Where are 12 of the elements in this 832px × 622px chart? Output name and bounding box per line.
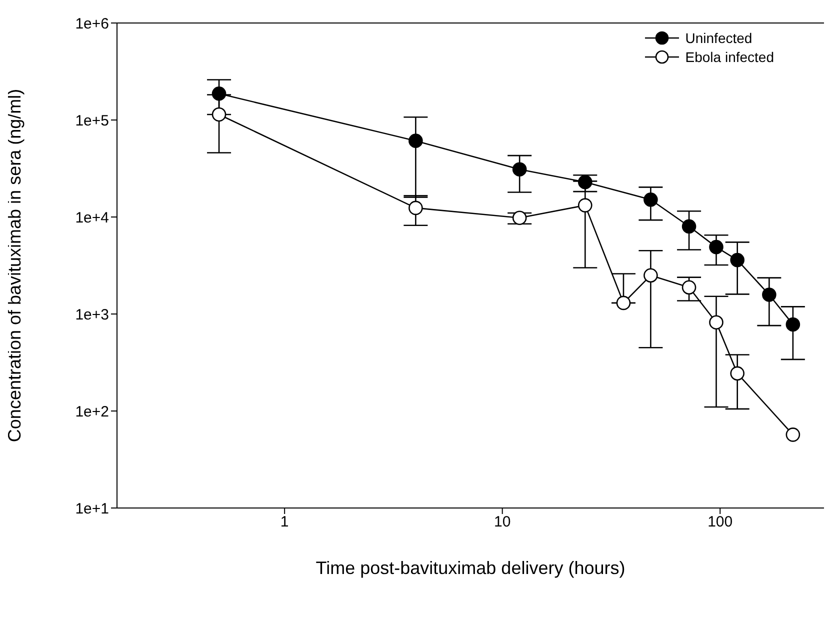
- x-tick-label: 1: [280, 514, 289, 531]
- legend-label: Ebola infected: [685, 48, 774, 64]
- y-tick-label: 1e+3: [75, 306, 109, 324]
- y-tick-label: 1e+1: [75, 500, 109, 518]
- x-axis-title: Time post-bavituximab delivery (hours): [316, 558, 626, 578]
- y-tick-label: 1e+6: [75, 15, 109, 32]
- x-tick-label: 100: [708, 514, 733, 531]
- y-tick-label: 1e+4: [75, 209, 109, 226]
- legend-label: Uninfected: [685, 30, 752, 46]
- x-tick-label: 10: [494, 514, 511, 531]
- y-tick-label: 1e+2: [75, 403, 109, 420]
- y-tick-label: 1e+5: [75, 112, 109, 130]
